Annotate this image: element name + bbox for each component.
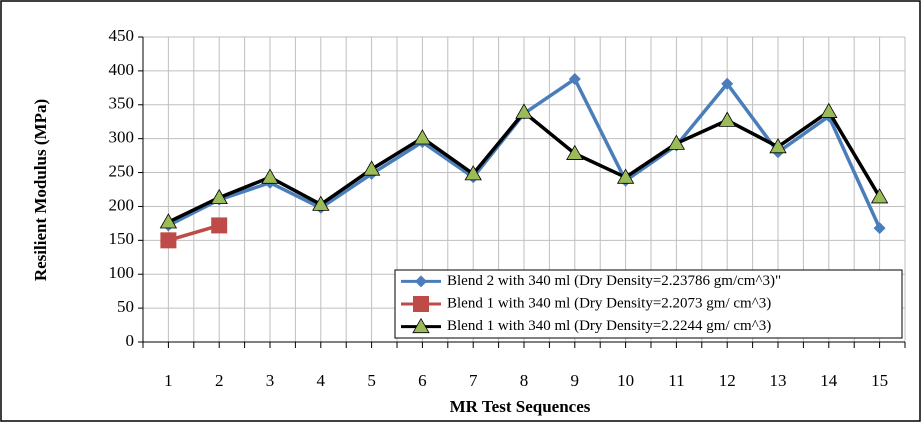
x-tick-label: 5 (367, 371, 376, 390)
x-tick-label: 2 (215, 371, 224, 390)
y-tick-label: 250 (109, 161, 135, 180)
y-tick-label: 100 (109, 263, 135, 282)
x-tick-label: 14 (820, 371, 838, 390)
x-tick-label: 6 (418, 371, 427, 390)
marker-triangle (820, 102, 838, 118)
y-tick-label: 300 (109, 128, 135, 147)
legend-label: Blend 2 with 340 ml (Dry Density=2.23786… (447, 273, 781, 289)
marker-triangle (312, 195, 330, 211)
marker-triangle (413, 129, 432, 145)
marker-triangle (210, 188, 228, 205)
marker-triangle (515, 103, 533, 119)
x-tick-label: 11 (668, 371, 684, 390)
y-tick-label: 450 (109, 26, 135, 45)
marker-triangle (718, 111, 736, 127)
legend-box (394, 269, 903, 339)
marker-square (211, 217, 228, 234)
y-tick-label: 350 (109, 94, 135, 113)
y-tick-label: 0 (126, 331, 135, 350)
x-tick-label: 7 (469, 371, 478, 390)
marker-triangle (464, 165, 482, 181)
legend-marker (415, 275, 427, 288)
x-tick-label: 4 (317, 371, 326, 390)
marker-triangle (870, 188, 889, 204)
x-tick-label: 8 (520, 371, 529, 390)
x-tick-label: 1 (164, 371, 173, 390)
marker-triangle (667, 134, 686, 150)
x-tick-label: 13 (770, 371, 787, 390)
marker-diamond (568, 73, 581, 86)
y-tick-label: 400 (109, 60, 135, 79)
marker-triangle (261, 168, 279, 184)
marker-triangle (616, 168, 635, 184)
marker-triangle (159, 213, 178, 229)
x-tick-label: 12 (719, 371, 736, 390)
marker-triangle (362, 160, 381, 176)
x-tick-label: 10 (617, 371, 634, 390)
x-axis-label: MR Test Sequences (450, 397, 591, 416)
legend-label: Blend 1 with 340 ml (Dry Density=2.2244 … (447, 318, 771, 334)
y-tick-label: 150 (109, 229, 135, 248)
x-tick-label: 9 (571, 371, 580, 390)
series-line (167, 223, 220, 243)
x-tick-label: 15 (871, 371, 888, 390)
marker-triangle (769, 137, 787, 154)
legend-marker (413, 296, 429, 312)
y-tick-label: 200 (109, 195, 135, 214)
y-tick-label: 50 (117, 297, 134, 316)
legend-label: Blend 1 with 340 ml (Dry Density=2.2073 … (447, 295, 771, 311)
marker-square (160, 232, 177, 249)
marker-diamond (873, 222, 886, 235)
marker-diamond (721, 77, 734, 90)
y-axis-label: Resilient Modulus (MPa) (31, 99, 50, 281)
legend-marker (412, 317, 430, 334)
marker-triangle (566, 144, 584, 160)
x-tick-label: 3 (266, 371, 275, 390)
